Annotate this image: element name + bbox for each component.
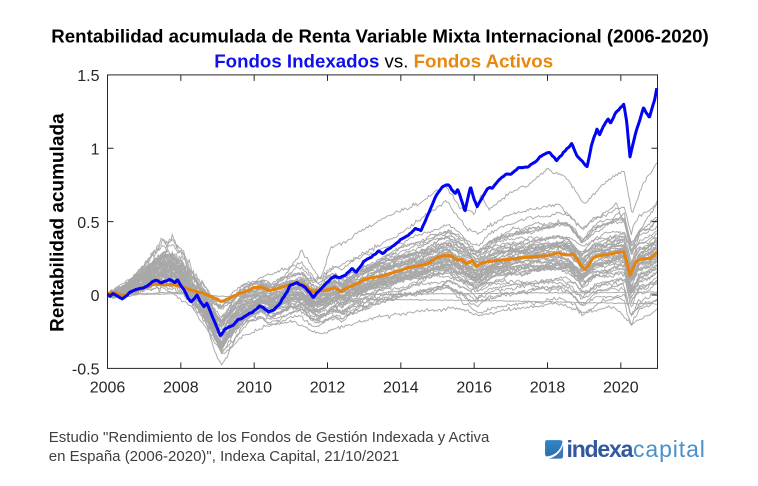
svg-text:2012: 2012 bbox=[310, 380, 346, 397]
svg-text:indexa: indexa bbox=[567, 436, 634, 462]
svg-text:2006: 2006 bbox=[90, 380, 126, 397]
svg-text:-0.5: -0.5 bbox=[72, 362, 100, 379]
svg-text:Estudio "Rendimiento de los Fo: Estudio "Rendimiento de los Fondos de Ge… bbox=[49, 429, 490, 446]
svg-text:Rentabilidad acumulada de Rent: Rentabilidad acumulada de Renta Variable… bbox=[51, 25, 708, 46]
svg-text:2018: 2018 bbox=[530, 380, 566, 397]
svg-text:0.5: 0.5 bbox=[77, 215, 99, 232]
svg-text:0: 0 bbox=[91, 288, 100, 305]
svg-text:1.5: 1.5 bbox=[77, 68, 99, 85]
svg-text:2020: 2020 bbox=[603, 380, 639, 397]
svg-text:2010: 2010 bbox=[236, 380, 272, 397]
svg-text:Fondos Indexados vs. Fondos Ac: Fondos Indexados vs. Fondos Activos bbox=[214, 50, 553, 71]
svg-text:2014: 2014 bbox=[383, 380, 419, 397]
svg-text:1: 1 bbox=[91, 141, 100, 158]
svg-text:Rentabilidad acumulada: Rentabilidad acumulada bbox=[48, 113, 69, 332]
svg-text:2016: 2016 bbox=[456, 380, 492, 397]
svg-text:2008: 2008 bbox=[163, 380, 199, 397]
svg-text:en España (2006-2020)", Indexa: en España (2006-2020)", Indexa Capital, … bbox=[49, 448, 400, 465]
svg-text:capital: capital bbox=[633, 436, 706, 462]
